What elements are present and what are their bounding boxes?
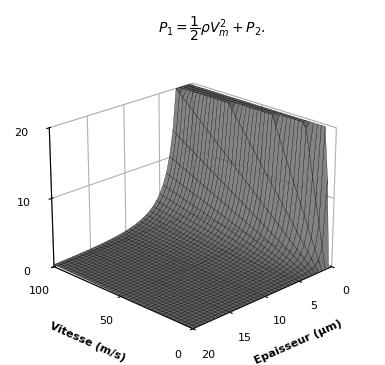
Y-axis label: Vitesse (m/s): Vitesse (m/s) <box>48 320 127 363</box>
Text: $P_1 = \dfrac{1}{2}\rho V_m^2 + P_2.$: $P_1 = \dfrac{1}{2}\rho V_m^2 + P_2.$ <box>158 15 266 43</box>
X-axis label: Epaisseur (μm): Epaisseur (μm) <box>253 318 344 365</box>
